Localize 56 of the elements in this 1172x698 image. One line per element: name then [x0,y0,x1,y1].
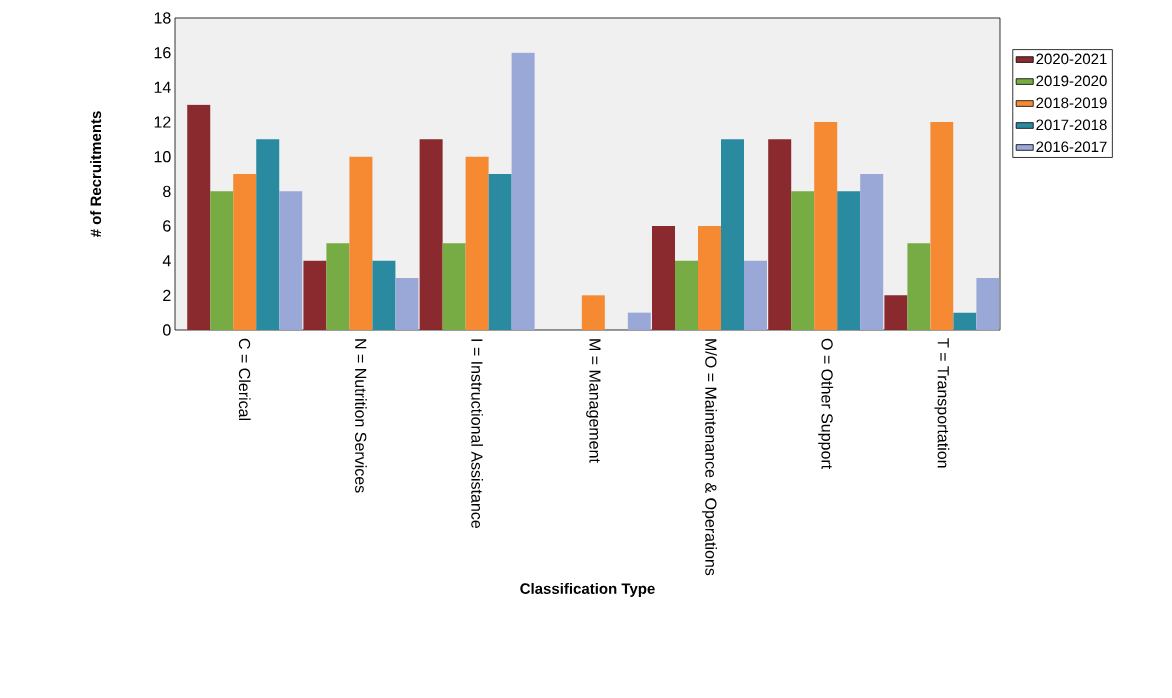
y-tick-label: 4 [162,255,171,267]
bar [326,243,350,330]
legend-label: 2019-2020 [1036,75,1107,87]
y-axis-title: # of Recruitments [90,111,102,238]
bar [419,139,443,330]
legend-label: 2018-2019 [1036,97,1107,109]
y-tick-label: 16 [154,47,171,59]
bar [930,121,954,330]
bar [953,312,977,330]
bar [233,173,257,330]
y-tick-label: 6 [163,220,171,232]
bar [210,191,234,330]
bar [791,191,815,330]
x-tick-label: O = Other Support [818,338,834,470]
bar [675,260,699,330]
bar [303,260,327,330]
bar [837,191,861,330]
x-tick-label: C = Clerical [238,338,251,421]
bar [442,243,466,330]
y-tick-label: 8 [163,185,171,197]
bar [768,139,792,330]
legend-label: 2020-2021 [1036,53,1107,65]
bar [884,295,908,330]
y-tick-label: 10 [154,151,171,163]
bar [349,156,373,330]
bar [652,225,676,330]
legend-label: 2017-2018 [1036,119,1107,131]
y-tick-label: 2 [163,289,171,301]
bar [465,156,489,330]
y-tick-label: 18 [154,12,171,24]
bar [627,312,651,330]
bar [256,139,280,330]
bar [814,121,838,330]
bar [372,260,396,330]
x-tick-label: M = Management [586,339,601,463]
bar [907,243,931,330]
bar [976,277,1000,330]
y-tick-label: 0 [163,324,171,336]
bar [187,104,211,330]
bar [744,260,768,330]
y-tick-label: 14 [154,81,171,93]
bar [279,191,303,330]
x-tick-label: N = Nutrition Services [355,339,367,493]
bar [721,139,745,330]
legend-label: 2016-2017 [1036,141,1107,153]
bar [395,277,419,330]
x-axis-title: Classification Type [520,582,655,597]
x-tick-label: T = Transportation [934,338,950,468]
bar [698,225,722,330]
y-tick-label: 12 [154,116,171,128]
x-tick-label: I = Instructional Assistance [471,339,483,529]
bar [860,173,884,330]
bar [511,52,535,330]
x-tick-label: M/O = Maintenance & Operations [702,339,717,576]
bar [488,173,512,330]
bar [581,295,605,330]
